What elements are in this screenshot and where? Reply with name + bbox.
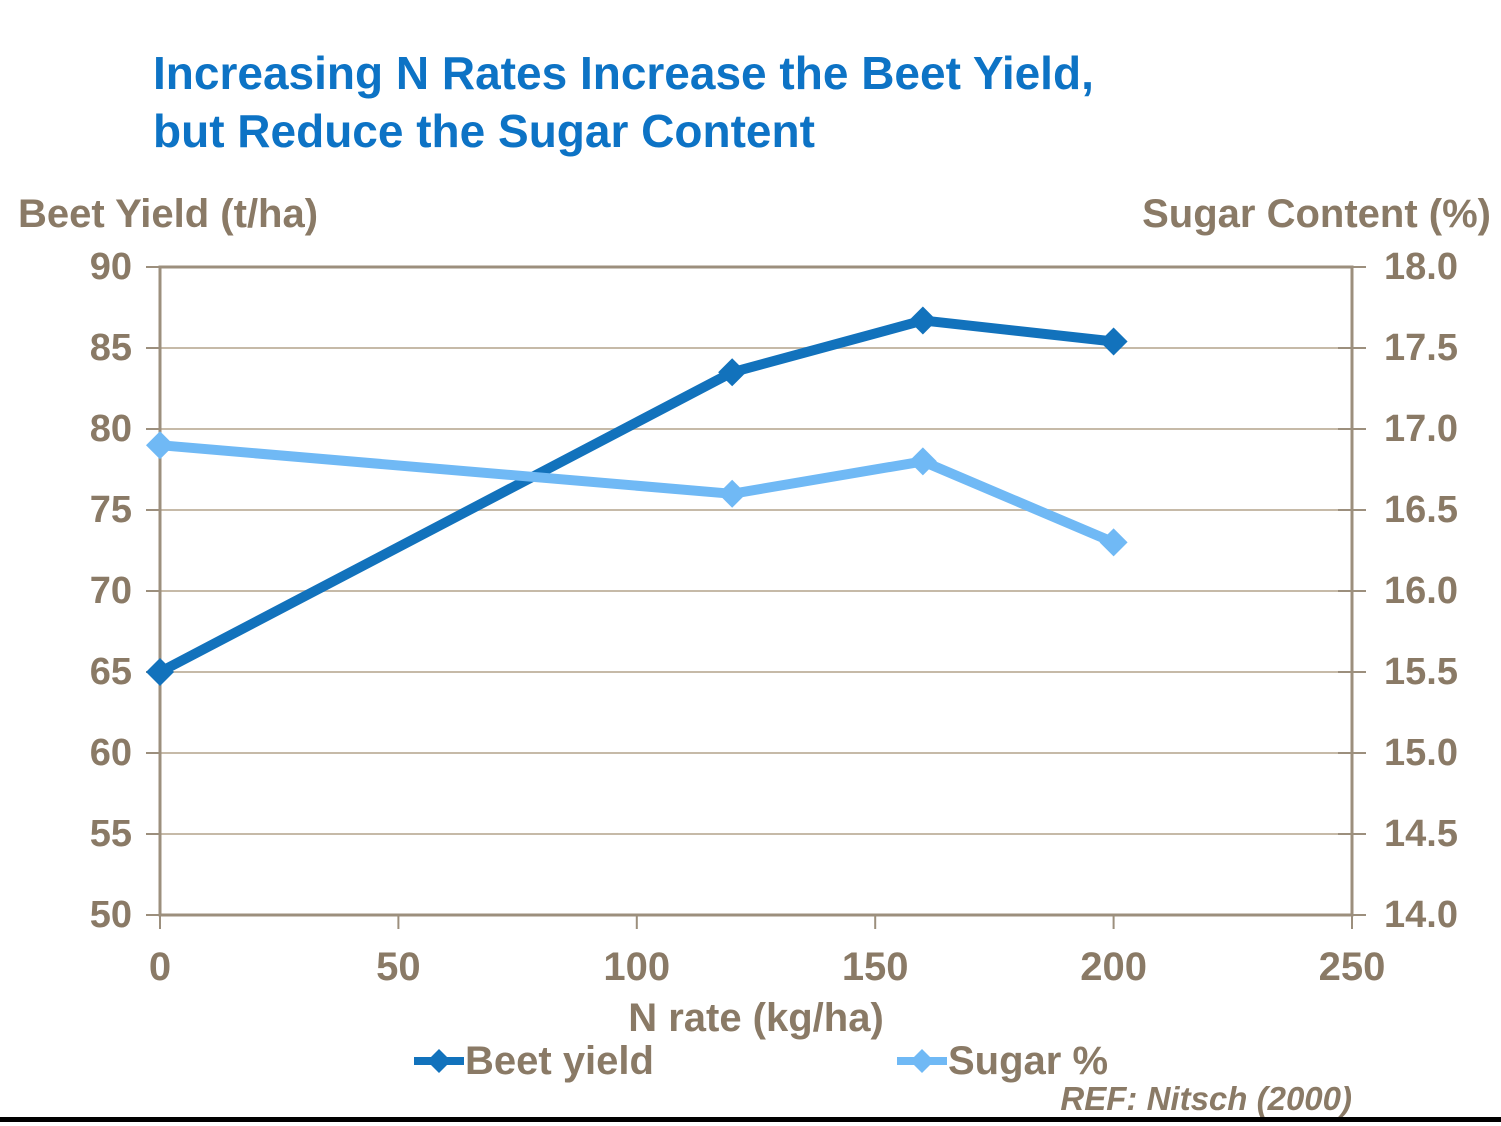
sugar-marker (718, 479, 747, 508)
chart-title: Increasing N Rates Increase the Beet Yie… (153, 44, 1094, 160)
y-right-tick-label: 16.5 (1384, 489, 1458, 531)
y-left-tick-label: 90 (90, 246, 132, 288)
y-right-tick-label: 14.5 (1384, 813, 1458, 855)
x-tick-label: 50 (376, 945, 421, 989)
x-axis-title: N rate (kg/ha) (628, 996, 884, 1040)
y-right-tick-label: 14.0 (1384, 894, 1458, 936)
beet-yield-marker (908, 306, 937, 335)
y-left-tick-label: 65 (90, 651, 132, 693)
y-left-tick-label: 70 (90, 570, 132, 612)
x-tick-label: 200 (1080, 945, 1147, 989)
y-right-tick-label: 17.5 (1384, 327, 1458, 369)
legend-item-beet-yield: Beet yield (413, 1038, 654, 1084)
legend-label-sugar: Sugar % (948, 1038, 1109, 1083)
sugar-marker (908, 447, 937, 476)
sugar-legend-marker-icon (897, 1049, 947, 1073)
y-right-tick-label: 17.0 (1384, 408, 1458, 450)
y-right-tick-label: 15.0 (1384, 732, 1458, 774)
x-tick-label: 0 (149, 945, 171, 989)
y-right-tick-label: 16.0 (1384, 570, 1458, 612)
beet-yield-marker (718, 358, 747, 387)
y-left-tick-label: 80 (90, 408, 132, 450)
beet-yield-line (155, 315, 1119, 677)
x-tick-label: 250 (1319, 945, 1386, 989)
left-axis-title: Beet Yield (t/ha) (18, 192, 319, 236)
y-right-tick-label: 18.0 (1384, 246, 1458, 288)
right-axis-title: Sugar Content (%) (1142, 192, 1491, 236)
sugar-marker (146, 431, 174, 460)
chart-title-line2: but Reduce the Sugar Content (153, 105, 815, 157)
beet-yield-marker (146, 658, 174, 686)
sugar-line (155, 440, 1119, 548)
x-tick-label: 100 (603, 945, 670, 989)
legend-label-beet-yield: Beet yield (465, 1038, 654, 1083)
y-left-tick-label: 60 (90, 732, 132, 774)
beet-yield-marker (1099, 327, 1128, 356)
y-right-tick-label: 15.5 (1384, 651, 1458, 693)
y-left-tick-label: 85 (90, 327, 132, 369)
sugar-marker (1099, 528, 1128, 557)
legend-item-sugar: Sugar % (896, 1038, 1108, 1084)
bottom-divider-rule (0, 1117, 1501, 1122)
chart-title-line1: Increasing N Rates Increase the Beet Yie… (153, 47, 1094, 99)
reference-citation: REF: Nitsch (2000) (1060, 1080, 1352, 1117)
beet-yield-legend-marker-icon (414, 1049, 464, 1073)
y-left-tick-label: 50 (90, 894, 132, 936)
y-left-tick-label: 55 (90, 813, 132, 855)
y-left-tick-label: 75 (90, 489, 132, 531)
x-tick-label: 150 (842, 945, 909, 989)
